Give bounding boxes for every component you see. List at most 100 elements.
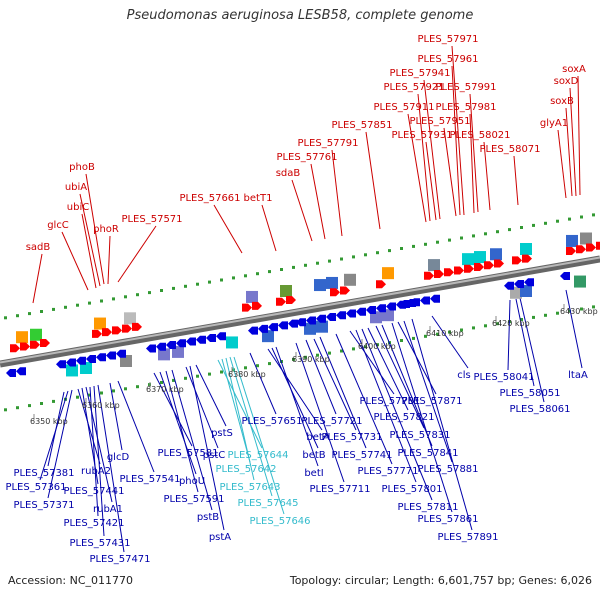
forward-feature-box <box>474 251 486 264</box>
reverse-gene-arrow-icon <box>356 307 366 316</box>
forward-gene-arrow-icon <box>576 245 586 254</box>
outer-dot <box>580 215 583 219</box>
ruler-tick-label: 6350 kbp <box>30 417 68 426</box>
leader-line <box>577 75 581 196</box>
leader-line <box>79 193 101 287</box>
gene-label: pstA <box>209 532 231 543</box>
reverse-feature-box <box>262 330 274 343</box>
inner-dot <box>304 355 307 359</box>
inner-dot <box>40 402 43 405</box>
reverse-gene-arrow-icon <box>336 311 346 320</box>
outer-dot <box>28 312 31 316</box>
reverse-gene-arrow-icon <box>376 304 386 313</box>
reverse-feature-box <box>226 336 238 349</box>
ruler-tick-label: 6400 kbp <box>358 342 396 351</box>
outer-dot <box>256 272 259 276</box>
leader-line <box>291 179 313 242</box>
inner-dot <box>340 349 343 353</box>
gene-label: pstB <box>197 512 219 523</box>
inner-dot <box>328 351 331 355</box>
leader-line <box>417 93 431 222</box>
gene-label: betT1 <box>244 193 273 204</box>
forward-feature-box <box>428 259 440 272</box>
topology-summary: Topology: circular; Length: 6,601,757 bp… <box>289 574 592 587</box>
outer-dot <box>520 226 523 229</box>
leader-line <box>171 369 213 511</box>
label-leader-lines <box>32 45 583 553</box>
leader-line <box>411 318 473 531</box>
leader-line <box>443 127 457 217</box>
gene-label: soxD <box>554 76 579 87</box>
gene-label: PLES_57801 <box>381 484 442 495</box>
reverse-feature-box <box>66 364 78 377</box>
outer-dot <box>16 314 19 318</box>
leader-line <box>431 315 469 369</box>
inner-dot <box>400 339 403 342</box>
leader-line <box>403 320 453 463</box>
inner-dot <box>52 399 55 403</box>
outer-dot <box>40 310 43 313</box>
leader-line <box>93 385 105 537</box>
leader-line <box>391 322 453 513</box>
reverse-gene-arrow-icon <box>106 351 116 360</box>
gene-label: PLES_57661 <box>179 193 240 204</box>
outer-dot <box>268 270 271 274</box>
outer-dot <box>172 286 175 290</box>
inner-dot <box>4 408 7 412</box>
gene-label: PLES_57991 <box>435 82 496 93</box>
outer-dot <box>544 221 547 225</box>
forward-gene-arrow-icon <box>566 246 576 255</box>
leader-line <box>61 231 89 291</box>
inner-dot <box>124 387 127 391</box>
inner-dot <box>184 376 187 380</box>
ruler-tick-label: 6430 kbp <box>560 307 598 316</box>
reverse-gene-arrow-icon <box>386 302 396 311</box>
outer-dot <box>388 249 391 253</box>
gene-label: PLES_57741 <box>331 450 392 461</box>
gene-label: phoR <box>93 224 119 235</box>
forward-gene-arrow-icon <box>444 268 454 277</box>
ruler-tick-label: 6390 kbp <box>292 355 330 364</box>
inner-dot <box>172 378 175 382</box>
outer-dot <box>340 257 343 261</box>
gene-label: soxB <box>550 96 574 107</box>
leader-line <box>39 390 69 481</box>
gene-label: betB <box>302 450 325 461</box>
leader-line <box>513 155 519 206</box>
leader-line <box>233 356 285 515</box>
reverse-gene-arrow-icon <box>216 332 226 341</box>
inner-dot <box>244 366 247 370</box>
forward-feature-box <box>94 317 106 330</box>
leader-line <box>117 380 155 473</box>
inner-dot <box>364 345 367 349</box>
reverse-gene-arrow-icon <box>504 281 514 290</box>
forward-feature-box <box>580 232 592 245</box>
leader-line <box>565 289 583 369</box>
gene-label: PLES_57642 <box>215 464 276 475</box>
forward-feature-box <box>124 312 136 325</box>
outer-dot <box>208 280 211 284</box>
inner-dot <box>268 362 271 366</box>
gene-label: PLES_57921 <box>383 82 444 93</box>
leader-line <box>225 357 255 481</box>
outer-dot <box>100 299 103 303</box>
reverse-gene-arrow-icon <box>176 339 186 348</box>
reverse-feature-box <box>304 322 316 335</box>
forward-gene-arrow-icon <box>340 286 350 295</box>
leader-line <box>32 253 43 304</box>
forward-gene-arrow-icon <box>30 340 40 349</box>
leader-line <box>375 325 425 429</box>
gene-label: PLES_57851 <box>331 120 392 131</box>
gene-label: pstS <box>211 428 233 439</box>
inner-dot <box>16 406 19 410</box>
leader-line <box>97 384 125 553</box>
forward-feature-box <box>344 273 356 286</box>
inner-dot <box>568 309 571 313</box>
gene-label: PLES_57821 <box>373 412 434 423</box>
leader-line <box>261 204 277 252</box>
feature-tracks <box>16 232 592 377</box>
forward-feature-box <box>314 279 326 292</box>
outer-dot <box>136 293 139 297</box>
outer-dot <box>160 289 163 292</box>
inner-dot <box>484 324 487 328</box>
